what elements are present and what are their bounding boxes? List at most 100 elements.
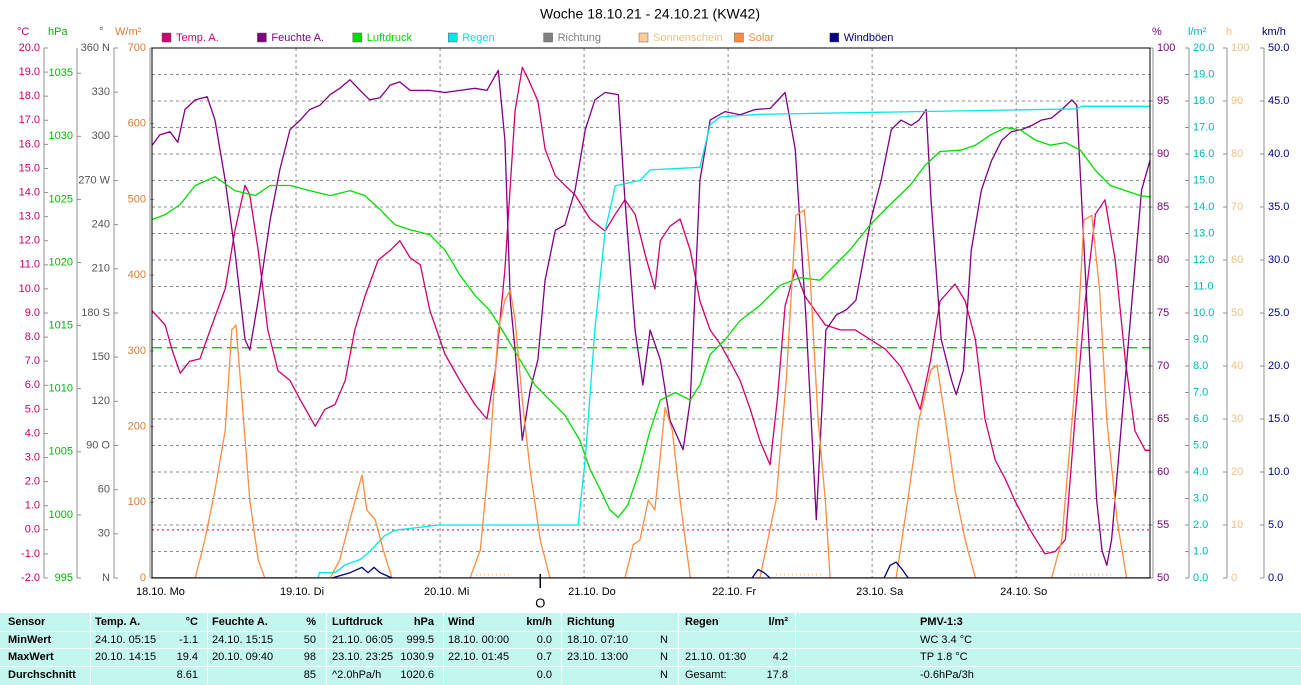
series-line xyxy=(152,69,1150,566)
axis-unit: l/m² xyxy=(1188,26,1207,38)
plot-border xyxy=(151,47,1151,579)
y-tick-label: 90 xyxy=(1157,148,1169,160)
y-tick-label: 4.0 xyxy=(1193,466,1208,478)
column-separator xyxy=(561,613,562,685)
table-header: Temp. A. xyxy=(95,616,141,628)
y-tick-label: -1.0 xyxy=(21,548,40,560)
y-tick-label: 19.0 xyxy=(1193,68,1214,80)
axis-unit: h xyxy=(1226,26,1232,38)
table-cell: MaxWert xyxy=(8,651,54,663)
table-cell: N xyxy=(660,668,668,681)
legend-swatch xyxy=(447,32,458,43)
y-tick-label: 0 xyxy=(140,572,146,584)
table-cell: 98 xyxy=(303,651,316,663)
y-tick-label: 25.0 xyxy=(1268,307,1289,319)
y-tick-label: 2.0 xyxy=(1193,519,1208,531)
legend-swatch xyxy=(257,32,267,43)
y-tick-label: 7.0 xyxy=(1193,386,1208,398)
y-tick-label: 400 xyxy=(128,269,146,281)
y-tick-label: 90 xyxy=(1231,95,1243,107)
legend-label: Feuchte A. xyxy=(271,32,324,44)
series-line xyxy=(152,209,1150,578)
y-tick-label: 0.0 xyxy=(1193,572,1208,584)
axis-unit: hPa xyxy=(48,26,68,38)
table-cell: 4.2 xyxy=(772,651,788,663)
table-cell: 18.10. 07:10 xyxy=(567,633,629,646)
column-separator xyxy=(443,613,444,685)
y-tick-label: 600 xyxy=(128,118,146,130)
y-tick-label: 100 xyxy=(1231,42,1249,54)
table-header: Richtung xyxy=(567,616,615,628)
y-tick-label: 210 xyxy=(92,263,110,275)
table-cell: 999.5 xyxy=(406,633,434,646)
y-tick-label: 1035 xyxy=(49,67,73,79)
y-tick-label: 180 S xyxy=(81,307,110,319)
legend-label: Richtung xyxy=(558,32,601,44)
y-tick-label: 20.0 xyxy=(1193,42,1214,54)
series-line xyxy=(152,105,1150,578)
y-tick-label: 1005 xyxy=(49,446,73,458)
column-separator xyxy=(90,613,91,685)
y-tick-label: 1.0 xyxy=(1193,545,1208,557)
legend-swatch xyxy=(829,32,840,43)
x-tick-label: 23.10. Sa xyxy=(856,586,904,598)
y-tick-label: 10 xyxy=(1231,519,1243,531)
table-header: Regen xyxy=(685,616,719,628)
y-tick-label: 120 xyxy=(92,395,110,407)
legend-swatch xyxy=(734,32,744,43)
series-line xyxy=(152,66,1150,555)
y-tick-label: 60 xyxy=(98,484,110,496)
y-tick-label: 60 xyxy=(1157,466,1169,478)
y-tick-label: 3.0 xyxy=(25,451,40,463)
y-tick-label: 40.0 xyxy=(1268,148,1289,160)
y-tick-label: 70 xyxy=(1157,360,1169,372)
y-tick-label: 300 xyxy=(92,130,110,142)
table-header: PMV-1:3 xyxy=(920,616,963,628)
y-tick-label: 11.0 xyxy=(1193,280,1214,292)
x-tick-label: 18.10. Mo xyxy=(136,586,185,598)
y-tick-label: 13.0 xyxy=(1193,227,1214,239)
x-tick-label: 20.10. Mi xyxy=(424,586,469,598)
table-cell: 22.10. 01:45 xyxy=(448,651,510,663)
axis-unit: km/h xyxy=(1262,26,1286,38)
y-tick-label: 15.0 xyxy=(1268,413,1289,425)
column-separator xyxy=(326,613,327,685)
y-tick-label: 50 xyxy=(1231,307,1243,319)
y-tick-label: N xyxy=(102,572,110,584)
table-cell: WC 3.4 °C xyxy=(920,633,973,646)
y-tick-label: 30 xyxy=(1231,413,1243,425)
y-tick-label: 80 xyxy=(1157,254,1169,266)
y-tick-label: 0.0 xyxy=(1268,572,1283,584)
legend-label: Luftdruck xyxy=(367,32,413,44)
axis-unit: % xyxy=(1152,26,1162,38)
y-tick-label: 50.0 xyxy=(1268,42,1289,54)
legend-swatch xyxy=(638,32,649,43)
summary-table: Sensor Temp. A. °C Feuchte A.% Luftdruck hPa W… xyxy=(0,613,1301,685)
y-tick-label: 95 xyxy=(1157,95,1169,107)
table-cell: 0.0 xyxy=(536,633,552,646)
y-tick-label: 1030 xyxy=(49,130,73,142)
y-tick-label: 16.0 xyxy=(1193,148,1214,160)
table-cell: 21.10. 06:05 xyxy=(332,633,394,646)
y-tick-label: 6.0 xyxy=(25,379,40,391)
chart: Woche 18.10.21 - 24.10.21 (KW42) 18.10. … xyxy=(17,6,1289,611)
y-tick-label: 9.0 xyxy=(25,307,40,319)
chart-title: Woche 18.10.21 - 24.10.21 (KW42) xyxy=(540,6,760,22)
y-tick-label: 1015 xyxy=(49,320,73,332)
table-cell: 1020.6 xyxy=(400,668,434,681)
y-tick-label: 700 xyxy=(128,42,146,54)
table-cell: Gesamt: xyxy=(685,668,727,681)
table-header: l/m² xyxy=(768,616,788,628)
x-tick-label: 24.10. So xyxy=(1000,586,1047,598)
row-separator xyxy=(0,630,1301,632)
legend-swatch xyxy=(352,32,363,43)
table-cell: 20.10. 09:40 xyxy=(212,651,274,663)
y-tick-label: 1.0 xyxy=(25,500,40,512)
y-tick-label: 15.0 xyxy=(1193,174,1214,186)
y-tick-label: 17.0 xyxy=(1193,121,1214,133)
y-tick-label: 17.0 xyxy=(19,114,40,126)
table-header: Luftdruck xyxy=(332,616,383,628)
y-tick-label: 1000 xyxy=(49,509,73,521)
legend-swatch xyxy=(161,32,172,43)
table-header: % xyxy=(306,616,316,628)
